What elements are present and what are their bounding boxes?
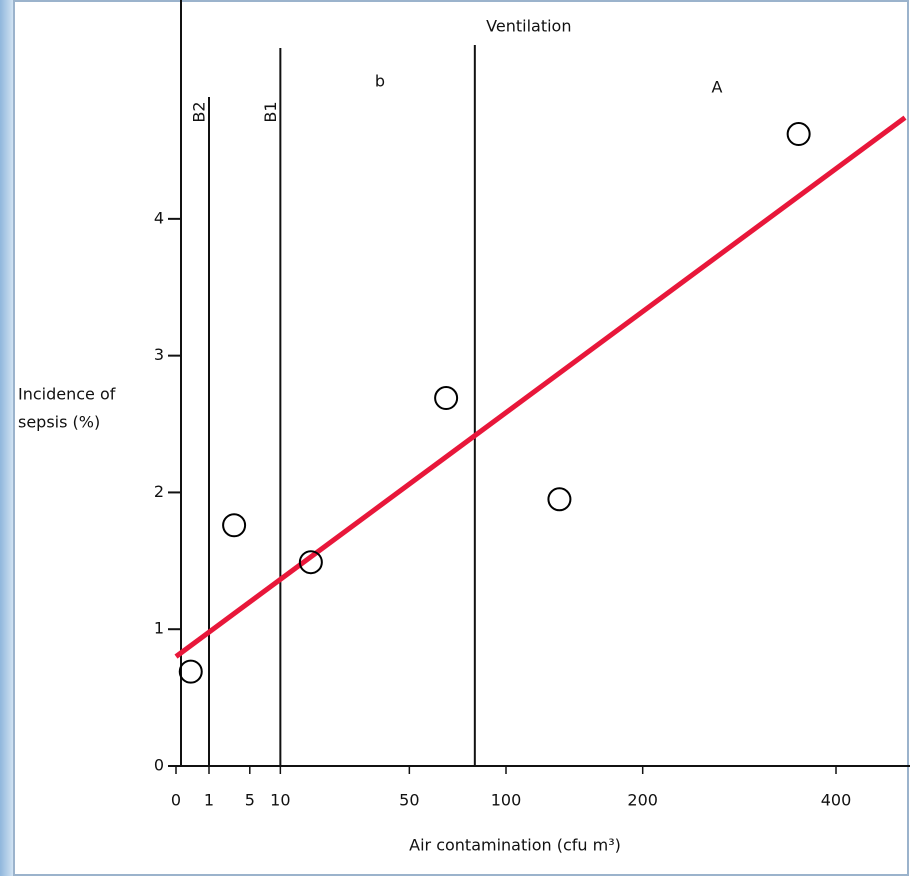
y-tick-label: 4 (154, 208, 164, 227)
region-label: A (712, 78, 723, 97)
x-tick-label: 10 (270, 791, 290, 810)
reference-label: B2 (190, 101, 209, 122)
y-tick-label: 1 (154, 619, 164, 638)
y-tick-label: 0 (154, 756, 164, 775)
x-tick-label: 200 (627, 791, 658, 810)
x-tick-label: 400 (821, 791, 852, 810)
y-axis-label: sepsis (%) (18, 413, 100, 432)
data-point (298, 550, 323, 575)
x-tick-label: 5 (245, 791, 255, 810)
data-point (547, 487, 572, 512)
scan-edge (0, 0, 14, 876)
y-tick-label: 2 (154, 482, 164, 501)
data-point (434, 386, 459, 411)
fit-line (174, 115, 907, 659)
x-tick-label: 1 (204, 791, 214, 810)
x-tick-label: 0 (171, 791, 181, 810)
data-point (178, 659, 203, 684)
data-point (786, 122, 811, 147)
frame (13, 0, 909, 876)
data-point (222, 513, 247, 538)
region-label: b (375, 72, 385, 91)
x-tick-label: 50 (399, 791, 419, 810)
reference-label: B1 (261, 101, 280, 122)
y-tick-label: 3 (154, 345, 164, 364)
y-axis-label: Incidence of (18, 385, 116, 404)
x-tick-label: 100 (491, 791, 522, 810)
x-axis-label: Air contamination (cfu m³) (409, 836, 621, 855)
reference-label: Ventilation (486, 17, 571, 36)
